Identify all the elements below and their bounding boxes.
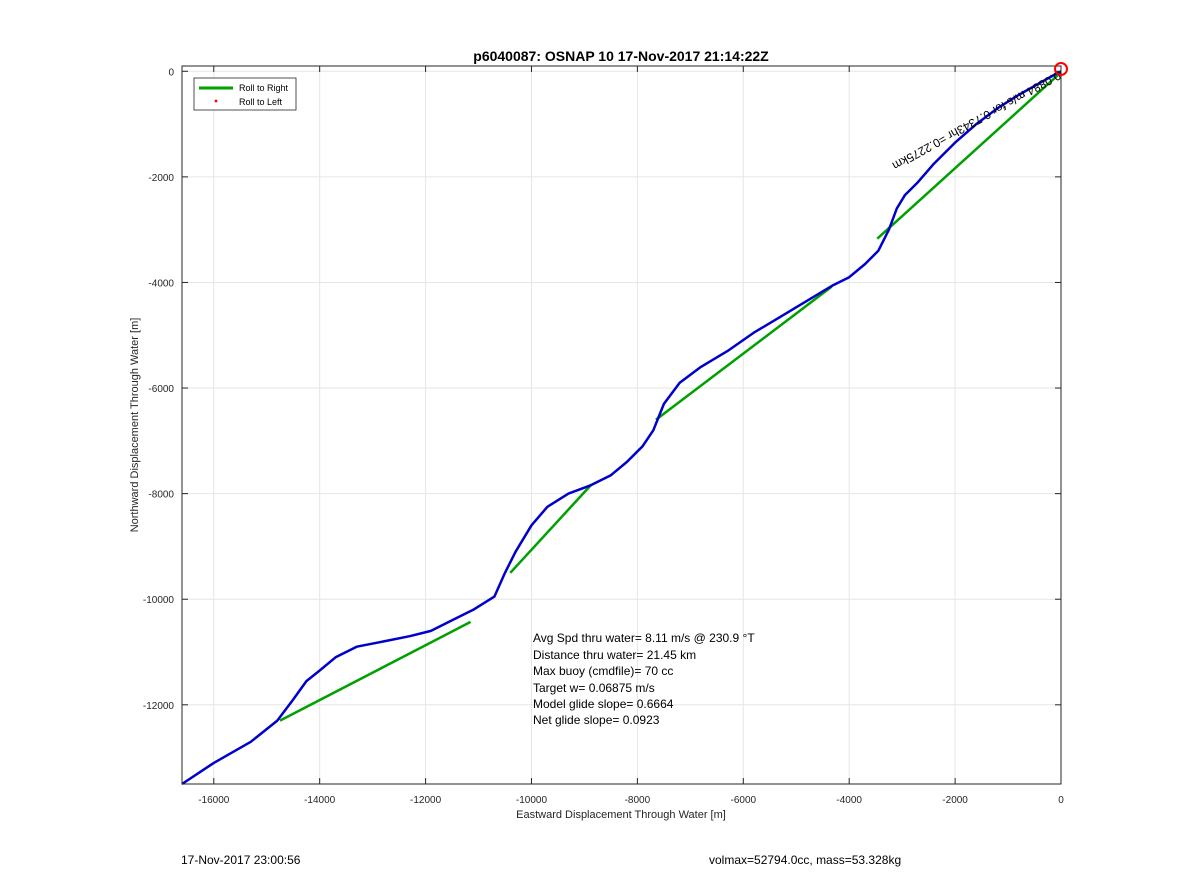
trajectory-line	[181, 70, 1062, 786]
current-vector-label: 0.0884 m/s for 0.7343hr =0.2275km	[890, 68, 1063, 173]
stats-line-max-buoy: Max buoy (cmdfile)= 70 cc	[533, 664, 673, 678]
legend-roll-right-label: Roll to Right	[239, 83, 289, 93]
grid-lines	[182, 66, 1062, 784]
y-tick-label: -4000	[148, 278, 174, 289]
x-tick-label: -6000	[731, 795, 757, 806]
x-tick-label: -16000	[198, 795, 230, 806]
stats-line-avg-speed: Avg Spd thru water= 8.11 m/s @ 230.9 °T	[533, 631, 755, 645]
x-tick-label: -12000	[410, 795, 442, 806]
roll-right-segment	[509, 483, 593, 574]
stats-line-model-glide: Model glide slope= 0.6664	[533, 697, 674, 711]
roll-right-segment	[279, 620, 472, 722]
legend-box	[193, 77, 297, 111]
footer-timestamp: 17-Nov-2017 23:00:56	[181, 853, 301, 867]
y-tick-label: -6000	[148, 384, 174, 395]
x-tick-label: -14000	[304, 795, 336, 806]
stats-annotation: Avg Spd thru water= 8.11 m/s @ 230.9 °T …	[533, 631, 755, 727]
y-tick-label: -10000	[143, 595, 175, 606]
x-axis-ticks: -16000 -14000 -12000 -10000 -8000 -6000 -4000 -…	[198, 66, 1064, 806]
y-tick-label: -2000	[148, 173, 174, 184]
stats-line-distance: Distance thru water= 21.45 km	[533, 648, 696, 662]
chart-title: p6040087: OSNAP 10 17-Nov-2017 21:14:22Z	[473, 48, 769, 64]
legend-roll-left-label: Roll to Left	[239, 97, 283, 107]
roll-right-segment	[876, 71, 1062, 240]
roll-right-segment	[655, 285, 833, 421]
y-tick-label: -8000	[148, 490, 174, 501]
x-tick-label: -8000	[625, 795, 651, 806]
roll-to-right-series	[279, 71, 1062, 722]
y-tick-label: 0	[168, 67, 174, 78]
stats-line-net-glide: Net glide slope= 0.0923	[533, 713, 660, 727]
y-axis-label: Northward Displacement Through Water [m]	[129, 318, 141, 533]
x-axis-label: Eastward Displacement Through Water [m]	[516, 809, 726, 821]
plot-area-frame	[181, 65, 1062, 785]
x-tick-label: 0	[1058, 795, 1064, 806]
legend-roll-left-swatch	[214, 99, 218, 103]
legend: Roll to Right Roll to Left	[193, 77, 297, 111]
footer-volmax-mass: volmax=52794.0cc, mass=53.328kg	[709, 853, 902, 867]
x-tick-label: -4000	[836, 795, 862, 806]
trajectory-series	[181, 70, 1062, 786]
x-tick-label: -2000	[942, 795, 968, 806]
y-axis-ticks: 0 -2000 -4000 -6000 -8000 -10000 -12000	[143, 67, 1061, 712]
y-tick-label: -12000	[143, 701, 175, 712]
x-tick-label: -10000	[516, 795, 548, 806]
start-marker	[1054, 62, 1068, 76]
stats-line-target-w: Target w= 0.06875 m/s	[533, 681, 655, 695]
